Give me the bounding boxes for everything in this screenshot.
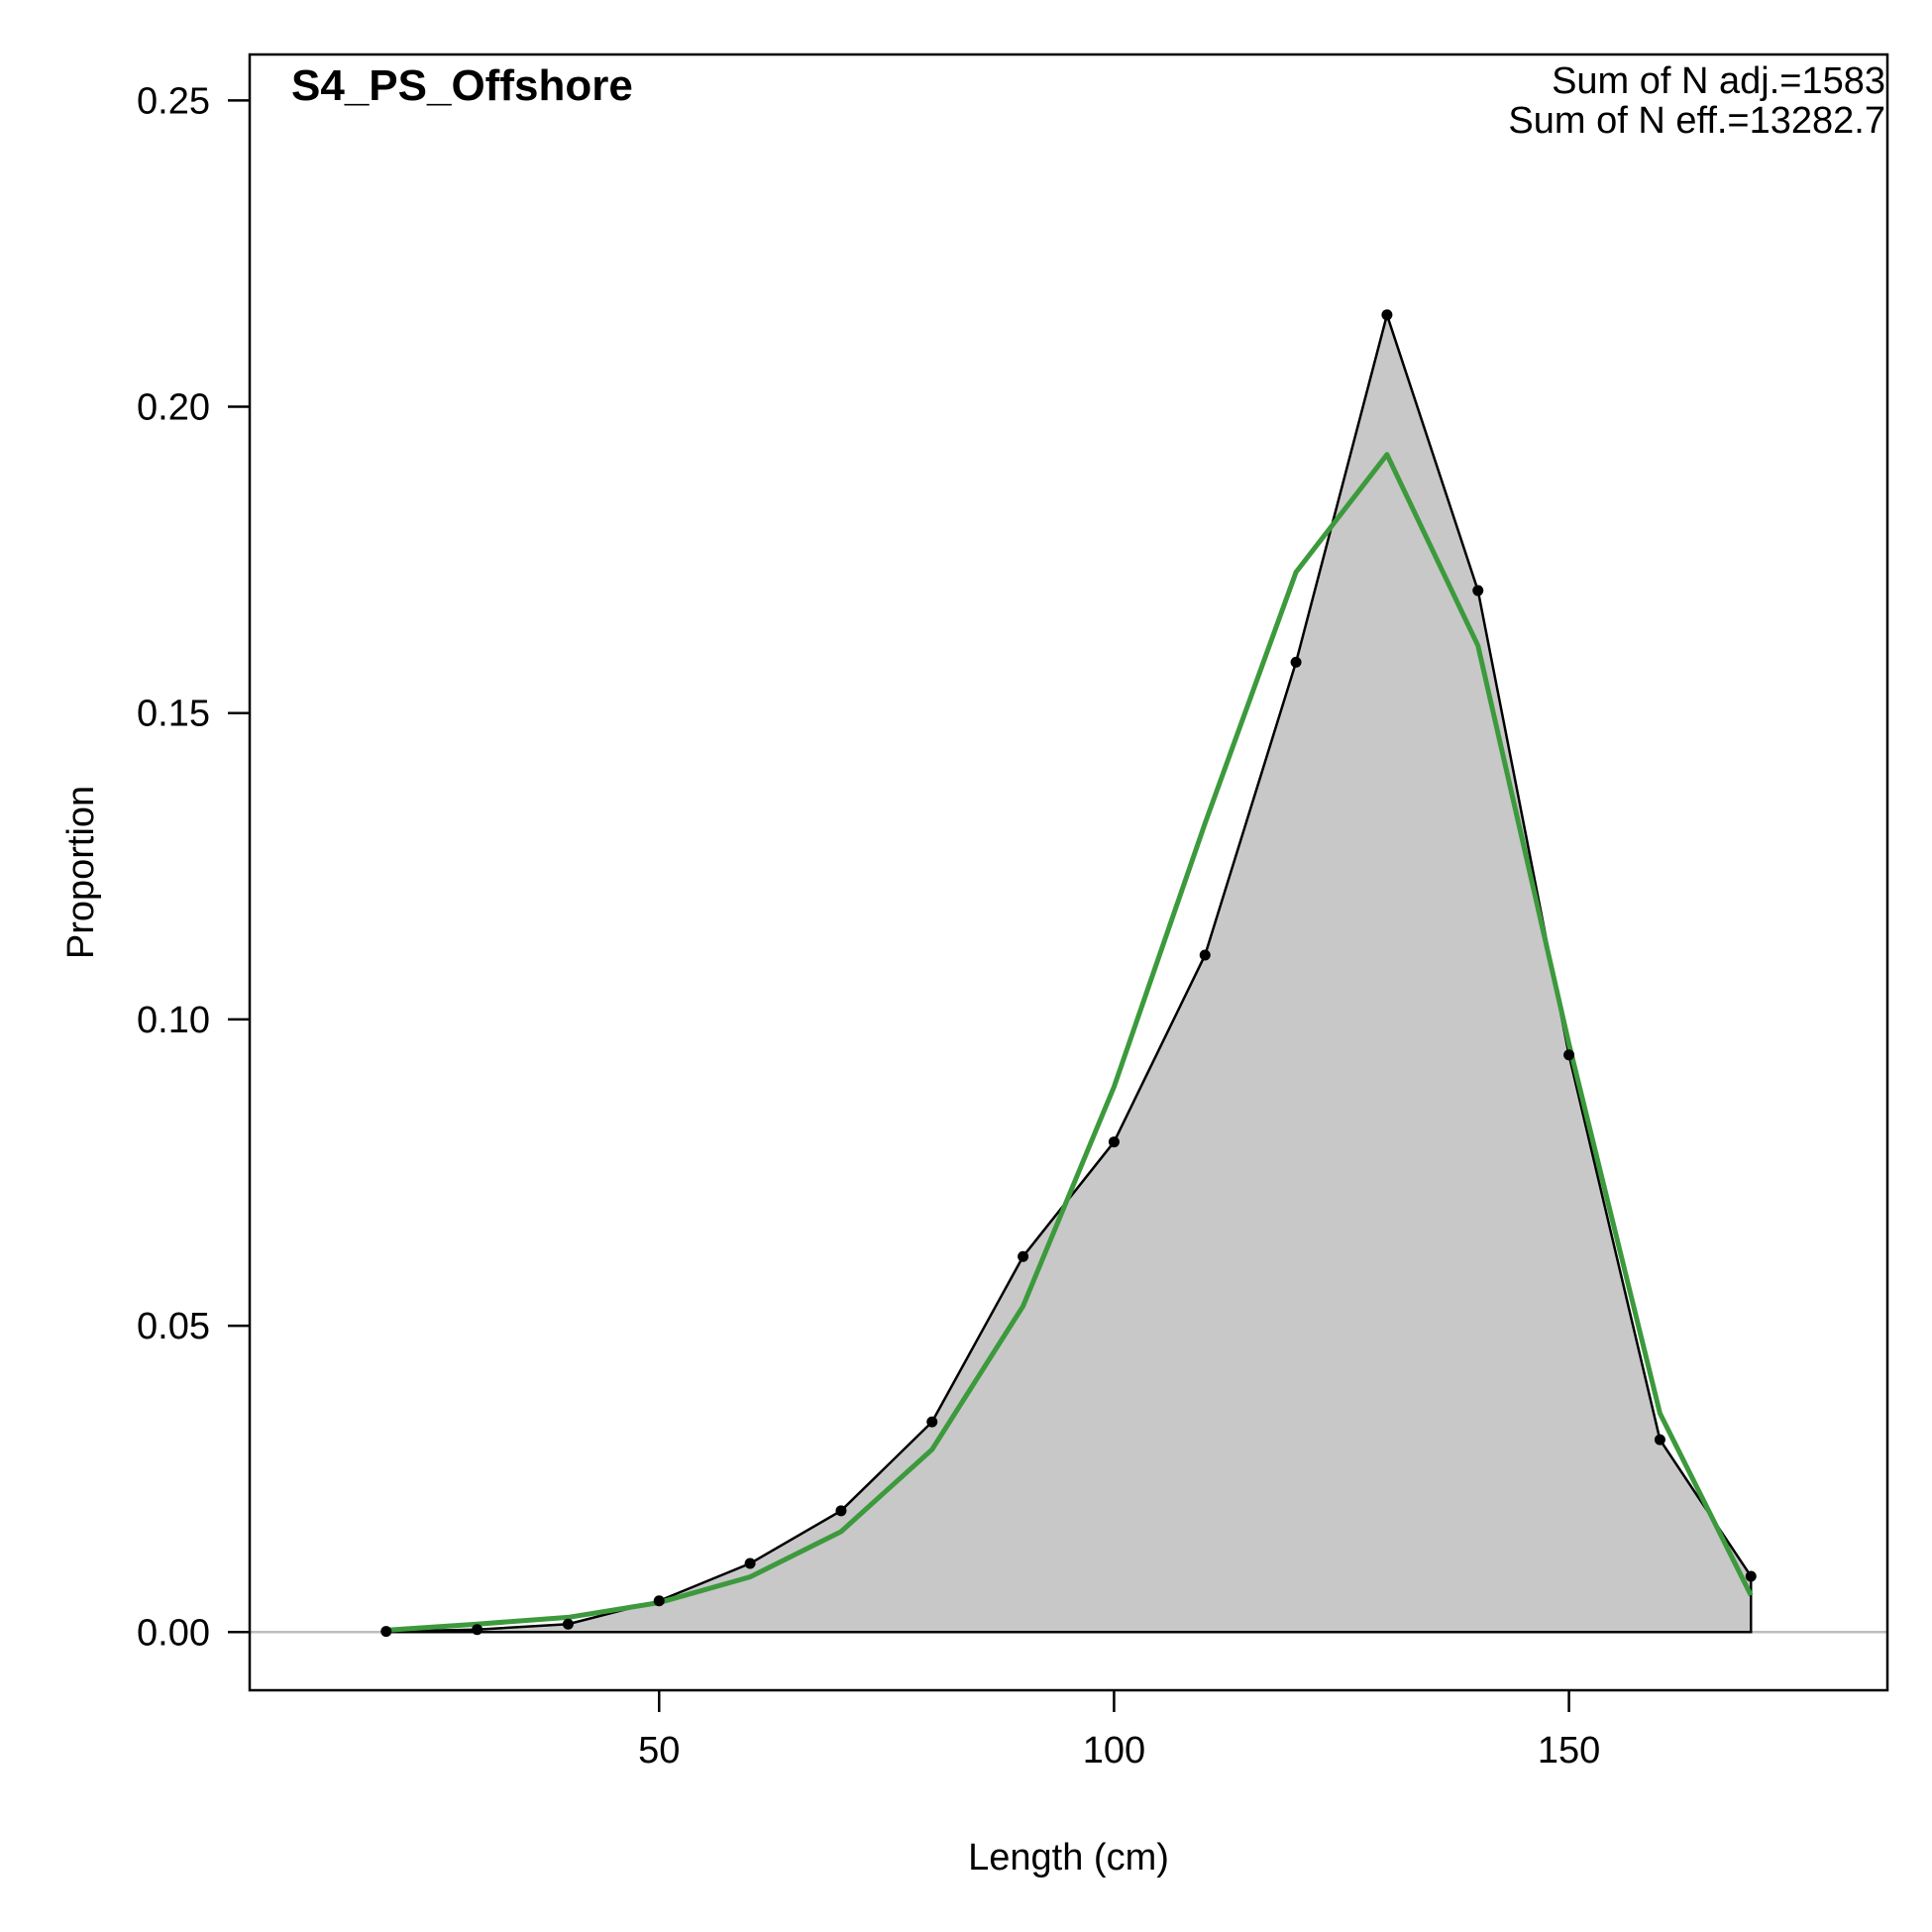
- y-axis: 0.00 0.05 0.10 0.15 0.20 0.25: [137, 80, 250, 1654]
- y-tick-label: 0.00: [137, 1612, 210, 1654]
- y-tick-label: 0.05: [137, 1306, 210, 1347]
- observed-point: [835, 1505, 847, 1517]
- observed-point: [1654, 1434, 1665, 1446]
- y-tick-label: 0.10: [137, 1000, 210, 1041]
- y-tick-label: 0.25: [137, 80, 210, 122]
- sum-n-eff-note: Sum of N eff.=13282.7: [1508, 100, 1885, 142]
- x-axis: 50 100 150: [638, 1690, 1600, 1771]
- observed-point: [1745, 1570, 1757, 1582]
- observed-point: [1290, 656, 1302, 668]
- y-axis-title: Proportion: [60, 786, 102, 959]
- x-axis-title: Length (cm): [968, 1837, 1169, 1878]
- observed-point: [1018, 1250, 1029, 1262]
- x-tick-label: 50: [638, 1730, 680, 1771]
- chart-title: S4_PS_Offshore: [291, 61, 633, 110]
- y-tick-label: 0.20: [137, 387, 210, 429]
- observed-point: [1199, 949, 1211, 961]
- observed-point: [653, 1595, 665, 1607]
- observed-point: [1381, 309, 1393, 321]
- observed-point: [562, 1618, 574, 1630]
- observed-point: [380, 1626, 392, 1638]
- sum-n-adj-note: Sum of N adj.=1583: [1552, 60, 1885, 102]
- observed-point: [744, 1557, 756, 1569]
- plot-area: [250, 309, 1887, 1638]
- observed-area: [384, 310, 1753, 1634]
- observed-point: [1108, 1136, 1120, 1148]
- observed-point: [472, 1624, 483, 1636]
- observed-point: [1472, 585, 1484, 596]
- observed-point: [1563, 1049, 1575, 1061]
- x-tick-label: 100: [1083, 1730, 1145, 1771]
- plot-frame: [248, 53, 1889, 1692]
- x-tick-label: 150: [1538, 1730, 1600, 1771]
- expected-line: [385, 452, 1754, 1633]
- observed-point: [926, 1416, 938, 1428]
- y-tick-label: 0.15: [137, 694, 210, 735]
